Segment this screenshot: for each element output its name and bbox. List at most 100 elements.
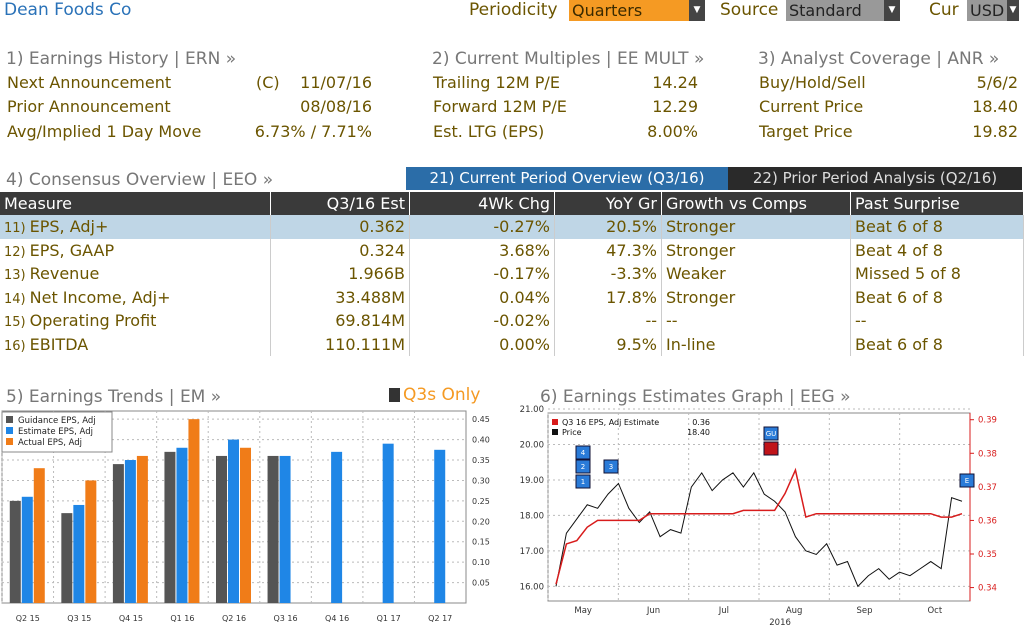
bar bbox=[279, 455, 291, 603]
legend-value: 0.36 bbox=[692, 418, 710, 427]
x-tick-label: Q1 17 bbox=[377, 614, 401, 623]
table-row[interactable]: 13) Revenue 1.966B -0.17% -3.3% Weaker Missed … bbox=[0, 262, 1024, 286]
y-tick-label: 0.20 bbox=[472, 517, 490, 526]
legend-box bbox=[1, 411, 113, 453]
plot-area bbox=[547, 412, 971, 602]
x-tick-label: Q2 15 bbox=[16, 614, 40, 623]
table-row[interactable]: 12) EPS, GAAP 0.324 3.68% 47.3% Stronger Beat … bbox=[0, 238, 1024, 262]
y-left-tick-label: 20.00 bbox=[520, 440, 544, 450]
growth-comps-cell: -- bbox=[661, 309, 851, 333]
y-tick-label: 0.35 bbox=[472, 456, 490, 465]
prior-announcement-label: Prior Announcement bbox=[7, 97, 171, 116]
target-price-label: Target Price bbox=[759, 122, 853, 141]
event-marker-label: 2 bbox=[581, 463, 585, 471]
x-tick-label: Q3 15 bbox=[67, 614, 91, 623]
analyst-coverage-link[interactable]: 3) Analyst Coverage | ANR » bbox=[758, 49, 1000, 69]
col-past-surprise[interactable]: Past Surprise bbox=[850, 192, 1024, 215]
y-left-tick-label: 18.00 bbox=[520, 511, 544, 521]
growth-comps-cell: Stronger bbox=[661, 215, 851, 239]
yoy-cell: 9.5% bbox=[554, 332, 662, 356]
x-tick-label: Q3 16 bbox=[274, 614, 298, 623]
bar bbox=[164, 451, 176, 603]
col-4wk-chg[interactable]: 4Wk Chg bbox=[409, 192, 555, 215]
measure-label: EPS, GAAP bbox=[29, 240, 115, 260]
row-number: 14) bbox=[4, 291, 26, 307]
forward-pe-value: 12.29 bbox=[652, 97, 698, 116]
legend-label: Price bbox=[562, 428, 582, 437]
bar bbox=[33, 468, 45, 603]
consensus-overview-link[interactable]: 4) Consensus Overview | EEO » bbox=[6, 170, 274, 190]
tab-current-period[interactable]: 21) Current Period Overview (Q3/16) bbox=[406, 167, 728, 190]
y-right-tick-label: 0.35 bbox=[978, 550, 997, 560]
trailing-pe-value: 14.24 bbox=[652, 73, 698, 92]
past-surprise-cell: -- bbox=[850, 309, 1024, 333]
measure-label: Operating Profit bbox=[29, 311, 157, 331]
y-left-tick-label: 16.00 bbox=[520, 582, 544, 592]
event-marker bbox=[763, 426, 779, 441]
q3s-only-toggle[interactable]: Q3s Only bbox=[403, 385, 481, 405]
company-name: Dean Foods Co bbox=[4, 0, 132, 20]
measure-label: EBITDA bbox=[29, 334, 89, 354]
col-estimate[interactable]: Q3/16 Est bbox=[270, 192, 410, 215]
price-series-line bbox=[555, 471, 963, 588]
periodicity-dropdown[interactable]: Quarters ▼ bbox=[569, 0, 705, 21]
current-price-label: Current Price bbox=[759, 97, 864, 116]
legend-label: Actual EPS, Adj bbox=[18, 438, 82, 448]
bar bbox=[21, 496, 33, 603]
y-tick-label: 0.45 bbox=[472, 415, 490, 424]
bar bbox=[434, 449, 446, 603]
x-year-label: 2016 bbox=[769, 618, 791, 628]
x-tick-label: Sep bbox=[856, 606, 872, 616]
growth-comps-cell: Weaker bbox=[661, 262, 851, 286]
avg-move-label: Avg/Implied 1 Day Move bbox=[7, 122, 202, 141]
consensus-table: Measure Q3/16 Est 4Wk Chg YoY Gr Growth … bbox=[0, 192, 1024, 356]
q3s-checkbox-icon[interactable] bbox=[389, 388, 400, 402]
measure-label: Net Income, Adj+ bbox=[29, 287, 171, 307]
table-row[interactable]: 14) Net Income, Adj+ 33.488M 0.04% 17.8% Stro… bbox=[0, 285, 1024, 309]
bar bbox=[267, 455, 279, 603]
source-dropdown[interactable]: Standard ▼ bbox=[786, 0, 900, 21]
col-yoy[interactable]: YoY Gr bbox=[554, 192, 662, 215]
current-price-value: 18.40 bbox=[972, 97, 1018, 116]
y-tick-label: 0.05 bbox=[472, 579, 490, 588]
event-marker-label: 4 bbox=[581, 449, 586, 457]
yoy-cell: 20.5% bbox=[554, 215, 662, 239]
col-growth-comps[interactable]: Growth vs Comps bbox=[661, 192, 851, 215]
x-tick-label: Q2 16 bbox=[222, 614, 246, 623]
x-tick-label: Q4 15 bbox=[119, 614, 143, 623]
event-marker-label: GU bbox=[766, 430, 777, 438]
current-multiples-link[interactable]: 2) Current Multiples | EE MULT » bbox=[432, 49, 705, 69]
periodicity-value: Quarters bbox=[572, 1, 643, 20]
yoy-cell: -- bbox=[554, 309, 662, 333]
table-row[interactable]: 15) Operating Profit 69.814M -0.02% -- -- -- bbox=[0, 309, 1024, 333]
bar bbox=[382, 443, 394, 603]
legend-swatch bbox=[552, 429, 558, 435]
event-marker-label: 1 bbox=[581, 478, 585, 486]
periodicity-label: Periodicity bbox=[469, 0, 558, 20]
y-right-tick-label: 0.39 bbox=[978, 416, 997, 426]
x-tick-label: Jul bbox=[718, 606, 729, 616]
currency-dropdown[interactable]: USD ▼ bbox=[967, 0, 1019, 21]
measure-cell: 16) EBITDA bbox=[0, 332, 271, 356]
next-announcement-label: Next Announcement bbox=[7, 73, 172, 92]
source-value: Standard bbox=[789, 1, 862, 20]
table-row[interactable]: 11) EPS, Adj+ 0.362 -0.27% 20.5% Stronger Beat… bbox=[0, 215, 1024, 239]
event-marker-label: E bbox=[965, 477, 969, 485]
estimate-series-line bbox=[555, 467, 963, 585]
earnings-estimates-graph-link[interactable]: 6) Earnings Estimates Graph | EEG » bbox=[540, 387, 851, 407]
col-measure[interactable]: Measure bbox=[0, 192, 271, 215]
event-marker bbox=[575, 445, 591, 460]
measure-cell: 14) Net Income, Adj+ bbox=[0, 285, 271, 309]
table-header-row: Measure Q3/16 Est 4Wk Chg YoY Gr Growth … bbox=[0, 192, 1024, 215]
past-surprise-cell: Beat 6 of 8 bbox=[850, 332, 1024, 356]
tab-prior-period[interactable]: 22) Prior Period Analysis (Q2/16) bbox=[728, 167, 1022, 190]
earnings-trends-link[interactable]: 5) Earnings Trends | EM » bbox=[6, 387, 222, 407]
table-row[interactable]: 16) EBITDA 110.111M 0.00% 9.5% In-line Beat 6 … bbox=[0, 332, 1024, 356]
y-right-tick-label: 0.34 bbox=[978, 584, 997, 594]
earnings-history-link[interactable]: 1) Earnings History | ERN » bbox=[6, 49, 237, 69]
4wk-chg-cell: 3.68% bbox=[409, 238, 555, 262]
y-right-tick-label: 0.38 bbox=[978, 449, 997, 459]
chevron-down-icon: ▼ bbox=[1007, 0, 1019, 21]
4wk-chg-cell: 0.00% bbox=[409, 332, 555, 356]
4wk-chg-cell: 0.04% bbox=[409, 285, 555, 309]
